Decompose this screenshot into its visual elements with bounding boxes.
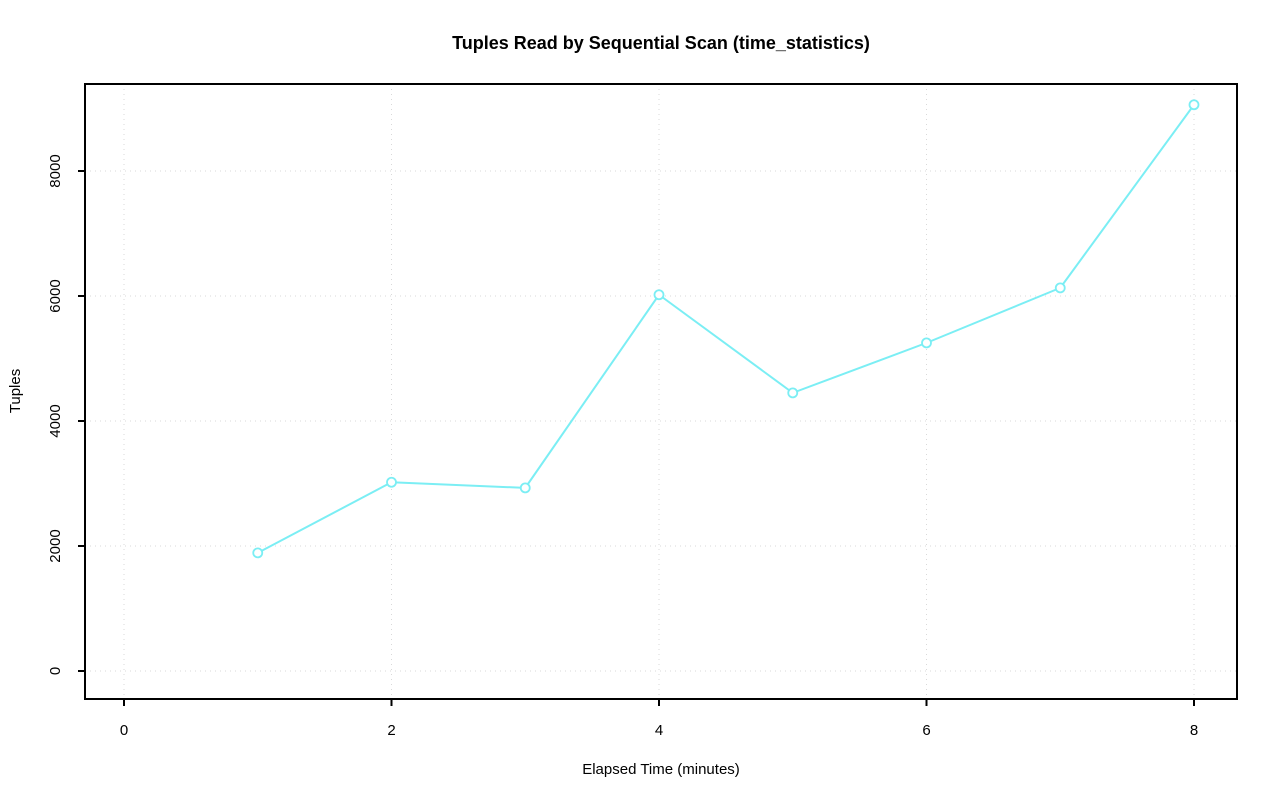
x-tick-label: 6 <box>922 722 930 739</box>
data-point <box>787 387 799 399</box>
y-tick-label: 2000 <box>47 529 64 562</box>
data-point <box>1054 282 1066 294</box>
y-tick-label: 8000 <box>47 154 64 187</box>
tick-labels: 0 2 4 6 8 0 2000 4000 6000 8000 <box>47 154 1198 739</box>
series-line <box>257 104 1195 554</box>
data-point <box>653 289 665 301</box>
chart-title: Tuples Read by Sequential Scan (time_sta… <box>452 33 870 53</box>
plot-border <box>84 83 1238 700</box>
y-tick-label: 0 <box>47 667 64 675</box>
x-tick-label: 2 <box>387 722 395 739</box>
x-axis-label: Elapsed Time (minutes) <box>582 761 740 778</box>
y-tick-label: 4000 <box>47 404 64 437</box>
data-series <box>252 99 1200 559</box>
x-tick-label: 0 <box>120 722 128 739</box>
axis-ticks <box>78 170 1195 706</box>
gridlines <box>85 84 1237 699</box>
x-tick-label: 8 <box>1190 722 1198 739</box>
data-point <box>519 482 531 494</box>
data-point <box>1188 99 1200 111</box>
data-point <box>921 337 932 349</box>
x-tick-label: 4 <box>655 722 663 739</box>
data-point <box>386 476 397 488</box>
y-axis-label: Tuples <box>7 369 24 413</box>
y-tick-label: 6000 <box>47 279 64 312</box>
data-point <box>252 547 264 559</box>
